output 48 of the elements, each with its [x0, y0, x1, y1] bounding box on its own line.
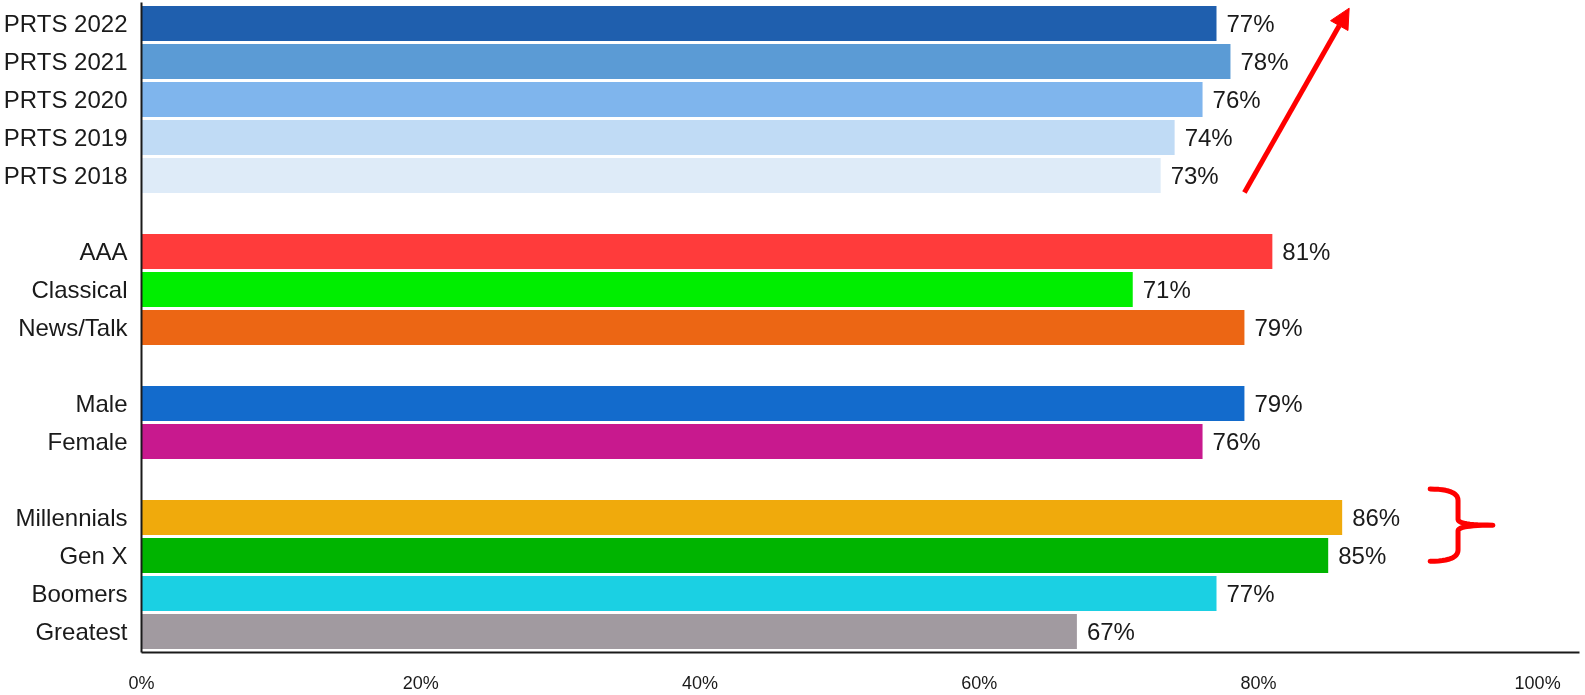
- x-tick-label: 60%: [961, 672, 998, 693]
- data-label: 85%: [1338, 542, 1387, 570]
- data-label: 71%: [1142, 275, 1191, 303]
- bar: [141, 272, 1133, 307]
- data-label: 77%: [1226, 9, 1275, 37]
- x-tick-label: 80%: [1240, 672, 1277, 693]
- data-label: 73%: [1170, 161, 1219, 189]
- bar: [141, 386, 1245, 422]
- data-label: 74%: [1184, 123, 1233, 151]
- data-label: 79%: [1254, 314, 1303, 341]
- data-label: 76%: [1212, 428, 1261, 456]
- bar: [141, 310, 1245, 345]
- data-label: 67%: [1086, 618, 1135, 646]
- bar: [141, 81, 1203, 117]
- bar: [141, 424, 1203, 460]
- bar: [141, 5, 1217, 41]
- x-tick-label: 20%: [402, 672, 439, 693]
- y-tick-label: PRTS 2018: [3, 161, 128, 189]
- data-label: 76%: [1212, 85, 1261, 113]
- y-tick-label: Greatest: [35, 618, 128, 646]
- y-tick-label: PRTS 2021: [3, 47, 128, 75]
- y-tick-label: Millennials: [15, 504, 128, 532]
- bar: [141, 157, 1161, 193]
- y-tick-label: Classical: [31, 275, 128, 303]
- y-tick-label: Boomers: [31, 580, 128, 608]
- x-tick-label: 40%: [681, 672, 718, 693]
- y-tick-label: Male: [75, 390, 128, 418]
- data-label: 81%: [1282, 237, 1331, 265]
- y-tick-label: PRTS 2020: [3, 85, 128, 113]
- bar: [141, 500, 1343, 536]
- bar: [141, 233, 1273, 269]
- y-tick-label: Female: [47, 428, 128, 456]
- bar: [141, 614, 1077, 650]
- y-tick-label: News/Talk: [18, 314, 129, 341]
- data-label: 77%: [1226, 580, 1275, 608]
- x-tick-label: 100%: [1514, 672, 1561, 693]
- bar: [141, 576, 1217, 612]
- bar: [141, 43, 1231, 79]
- y-tick-label: PRTS 2022: [3, 9, 128, 37]
- bar: [141, 538, 1329, 574]
- y-tick-label: AAA: [79, 237, 128, 265]
- data-label: 78%: [1240, 47, 1289, 75]
- bar: [141, 119, 1175, 155]
- y-tick-label: Gen X: [59, 542, 128, 570]
- data-label: 79%: [1254, 390, 1303, 418]
- data-label: 86%: [1352, 504, 1401, 532]
- y-tick-label: PRTS 2019: [3, 123, 128, 151]
- x-tick-label: 0%: [128, 672, 155, 693]
